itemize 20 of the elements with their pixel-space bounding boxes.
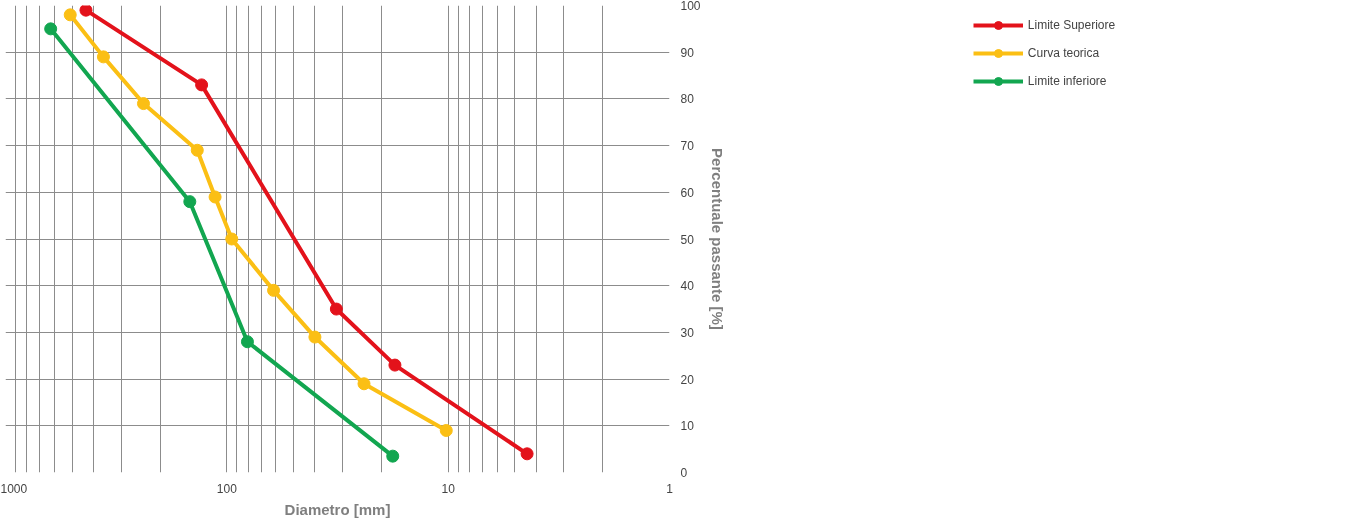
- y-tick-label: 10: [680, 419, 695, 434]
- y-tick-label: 40: [680, 279, 695, 294]
- y-tick-label: 90: [680, 45, 695, 60]
- y-tick-label: 0: [680, 466, 688, 480]
- y-tick-label: 70: [680, 139, 695, 154]
- y-tick-label: 20: [680, 372, 695, 387]
- x-tick-label: 1: [666, 481, 674, 496]
- x-tick-label: 10: [441, 481, 456, 496]
- legend-label: Curva teorica: [1027, 46, 1100, 60]
- y-tick-label: 80: [680, 92, 695, 107]
- x-tick-label: 100: [216, 481, 238, 496]
- x-axis-title: Diametro [mm]: [284, 500, 391, 518]
- y-tick-label: 50: [680, 232, 695, 247]
- y-tick-label: 60: [680, 185, 695, 200]
- legend-label: Limite Superiore: [1027, 18, 1116, 32]
- legend-label: Limite inferiore: [1027, 74, 1107, 88]
- y-axis-title: Percentuale passante [%]: [708, 148, 726, 330]
- x-tick-label: 1000: [0, 481, 28, 496]
- y-tick-label: 100: [680, 0, 701, 13]
- y-tick-label: 30: [680, 325, 695, 340]
